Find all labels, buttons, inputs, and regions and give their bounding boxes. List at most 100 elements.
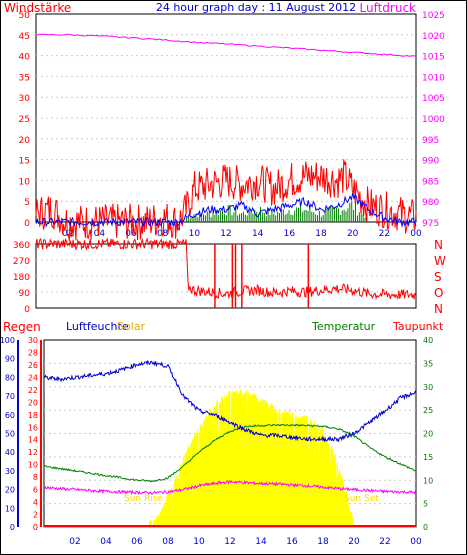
hour-tick-label: 22	[379, 229, 390, 239]
humidity-line	[44, 359, 417, 443]
wind-tick-label: 15	[19, 157, 30, 167]
humidity-tick-label: 14	[28, 436, 38, 445]
humidity-tick-label: 0	[33, 523, 38, 532]
wind-axis-label: Windstärke	[4, 1, 71, 15]
hour-tick-label: 18	[317, 537, 329, 547]
wind-tick-label: 30	[19, 94, 31, 104]
rain-tick-label: 70	[5, 392, 15, 401]
wind-direction-line	[35, 237, 417, 300]
hour-tick-label: 08	[162, 537, 174, 547]
hour-tick-label: 10	[189, 229, 201, 239]
pressure-tick-label: 1015	[422, 53, 445, 63]
direction-tick-label: 180	[13, 273, 30, 283]
wind-tick-label: 35	[19, 73, 30, 83]
pressure-line	[35, 33, 417, 57]
hour-tick-label: 12	[220, 229, 231, 239]
hour-tick-label: 00	[410, 229, 422, 239]
humidity-tick-label: 4	[33, 498, 38, 507]
hour-tick-label: 14	[252, 229, 264, 239]
humidity-tick-label: 24	[28, 373, 38, 382]
direction-tick-label: 0	[24, 305, 30, 315]
sunrise-annotation: Sun Rise	[124, 494, 163, 504]
hour-tick-label: 12	[224, 537, 235, 547]
temperature-tick-label: 15	[423, 453, 433, 462]
humidity-tick-label: 6	[33, 486, 38, 495]
rain-tick-label: 90	[5, 355, 15, 364]
hour-tick-label: 06	[131, 537, 143, 547]
pressure-tick-label: 1000	[422, 115, 445, 125]
hour-tick-label: 08	[157, 229, 169, 239]
sunset-annotation: Sun Set	[344, 494, 379, 504]
rain-axis-label: Regen	[3, 320, 41, 334]
pressure-tick-label: 990	[422, 157, 439, 167]
hour-tick-label: 18	[315, 229, 327, 239]
hour-tick-label: 20	[347, 229, 359, 239]
humidity-tick-label: 26	[28, 361, 38, 370]
wind-tick-label: 10	[19, 177, 31, 187]
chart-title: 24 hour graph day : 11 August 2012	[156, 1, 356, 14]
humidity-tick-label: 30	[28, 336, 38, 345]
compass-label: W	[434, 254, 446, 268]
temperature-tick-label: 5	[423, 500, 428, 509]
rain-tick-label: 80	[5, 373, 15, 382]
wind-tick-label: 0	[24, 219, 30, 229]
compass-label: N	[434, 302, 443, 316]
hour-tick-label: 04	[94, 229, 106, 239]
rain-tick-label: 40	[5, 448, 15, 457]
direction-tick-label: 270	[13, 257, 30, 267]
pressure-tick-label: 985	[422, 177, 439, 187]
wind-tick-label: 20	[19, 136, 31, 146]
rain-tick-label: 0	[10, 523, 15, 532]
wind-tick-label: 50	[19, 11, 31, 21]
temperature-tick-label: 0	[423, 523, 428, 532]
rain-tick-label: 100	[0, 336, 15, 345]
hour-tick-label: 04	[100, 537, 112, 547]
humidity-tick-label: 8	[33, 473, 38, 482]
hour-tick-label: 06	[125, 229, 137, 239]
humidity-tick-label: 22	[28, 386, 38, 395]
rain-tick-label: 60	[5, 411, 15, 420]
humidity-tick-label: 12	[28, 448, 38, 457]
rain-tick-label: 30	[5, 467, 15, 476]
pressure-tick-label: 1025	[422, 11, 445, 21]
temperature-axis-label: Temperatur	[311, 320, 376, 333]
pressure-axis-label: Luftdruck	[359, 1, 416, 15]
hour-tick-label: 14	[255, 537, 267, 547]
humidity-tick-label: 28	[28, 348, 38, 357]
pressure-tick-label: 975	[422, 219, 439, 229]
pressure-tick-label: 1005	[422, 94, 445, 104]
wind-tick-label: 25	[19, 115, 30, 125]
humidity-tick-label: 2	[33, 511, 38, 520]
pressure-tick-label: 995	[422, 136, 439, 146]
humidity-tick-label: 20	[28, 398, 38, 407]
rain-tick-label: 10	[5, 504, 15, 513]
wind-average-line	[35, 192, 417, 228]
temperature-tick-label: 35	[423, 359, 433, 368]
humidity-axis-label: Luftfeuchte	[66, 320, 129, 333]
hour-tick-label: 02	[69, 537, 80, 547]
wind-tick-label: 45	[19, 32, 30, 42]
hour-tick-label: 16	[284, 229, 296, 239]
temperature-tick-label: 20	[423, 430, 433, 439]
pressure-tick-label: 980	[422, 198, 439, 208]
humidity-tick-label: 18	[28, 411, 38, 420]
pressure-tick-label: 1010	[422, 73, 445, 83]
rain-tick-label: 20	[5, 486, 15, 495]
temperature-tick-label: 40	[423, 336, 433, 345]
dewpoint-axis-label: Taupunkt	[392, 320, 444, 333]
compass-label: S	[434, 270, 442, 284]
humidity-tick-label: 16	[28, 423, 38, 432]
hour-tick-label: 20	[348, 537, 360, 547]
hour-tick-label: 22	[379, 537, 390, 547]
hour-tick-label: 16	[286, 537, 298, 547]
temperature-tick-label: 30	[423, 383, 433, 392]
compass-label: O	[434, 286, 443, 300]
temperature-tick-label: 10	[423, 476, 433, 485]
wind-tick-label: 5	[24, 198, 30, 208]
humidity-tick-label: 10	[28, 461, 38, 470]
wind-tick-label: 40	[19, 53, 31, 63]
wind-speed-line	[35, 159, 417, 241]
solar-axis-label: Solar	[117, 320, 146, 333]
hour-tick-label: 00	[410, 537, 422, 547]
dewpoint-line	[43, 479, 417, 496]
